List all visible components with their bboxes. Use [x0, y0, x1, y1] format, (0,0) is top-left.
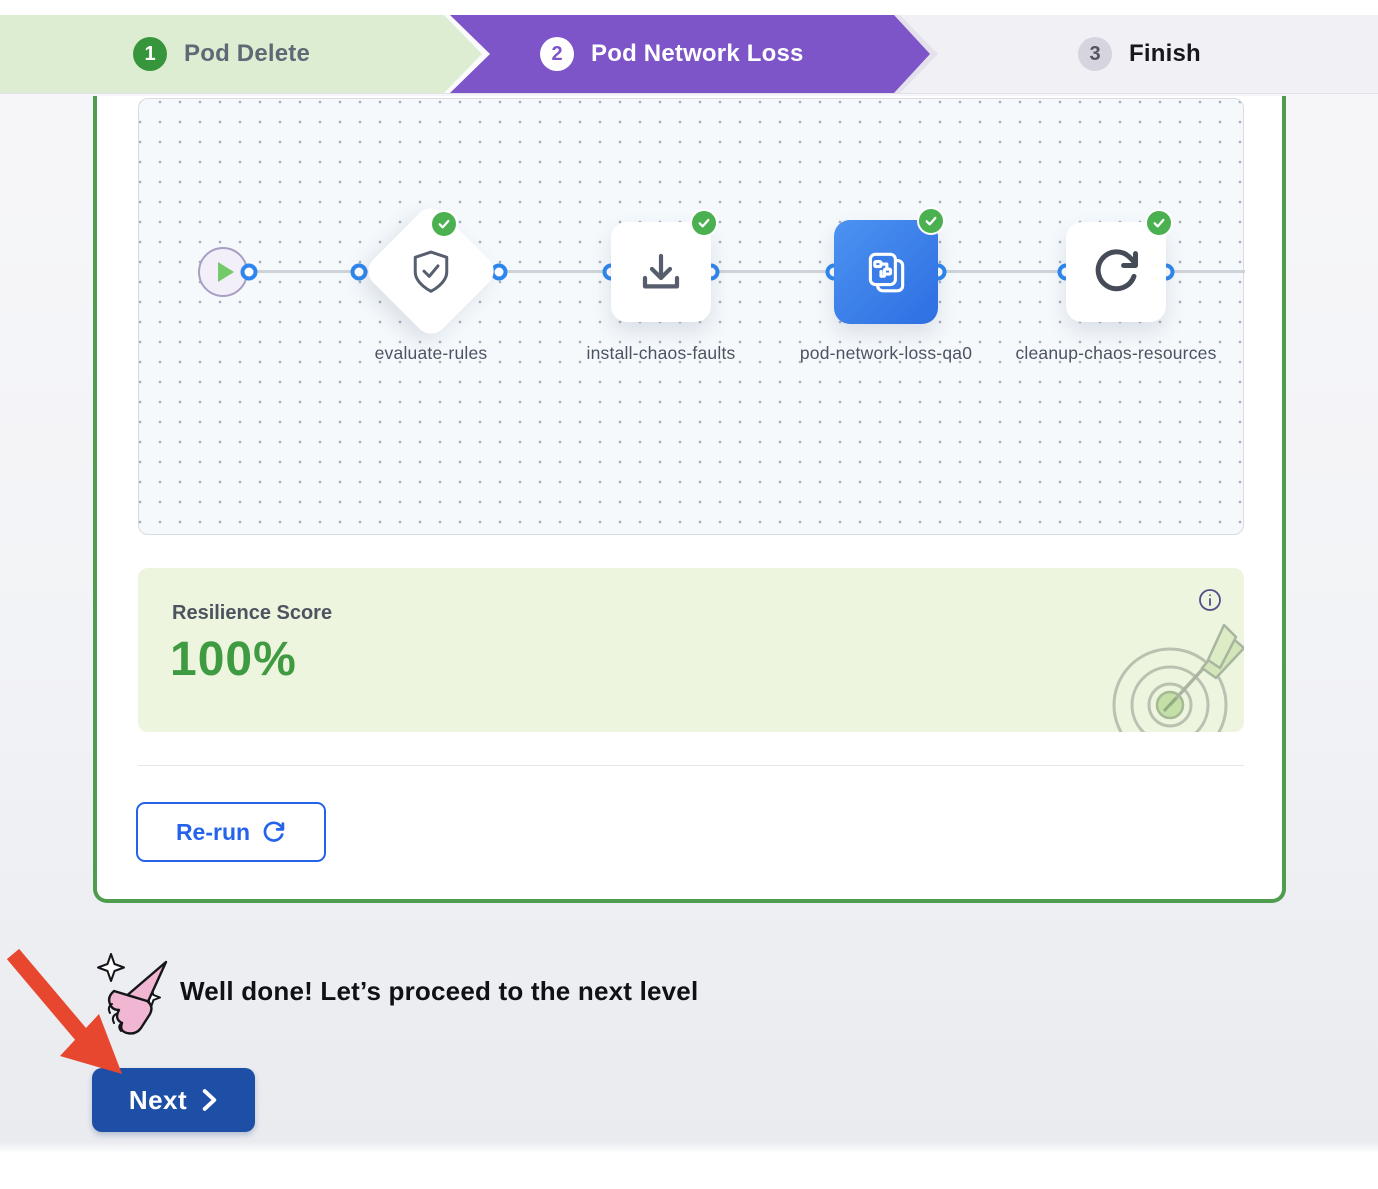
node-pod-network-loss[interactable] [834, 207, 945, 324]
refresh-icon [1095, 249, 1138, 292]
step-pod-network-loss-content[interactable]: 2 Pod Network Loss [540, 15, 804, 93]
info-icon[interactable] [1198, 588, 1222, 612]
pipeline-connector-line [249, 270, 1245, 273]
experiment-result-card: evaluate-rules install-chaos-faults [93, 96, 1286, 903]
chevron-right-icon [202, 1089, 217, 1111]
connector-port [350, 263, 368, 281]
step-number-badge: 1 [133, 37, 167, 71]
step-arrow-fill [430, 15, 930, 93]
step-number-badge: 3 [1078, 37, 1112, 71]
bottom-margin [0, 1184, 1378, 1189]
chaos-experiment-icon [868, 252, 905, 293]
congratulation-message: Well done! Let’s proceed to the next lev… [180, 976, 699, 1006]
step-pod-delete[interactable] [0, 15, 490, 93]
top-margin [0, 0, 1378, 15]
step-pod-delete-content[interactable]: 1 Pod Delete [133, 15, 310, 93]
step-label: Pod Network Loss [591, 40, 804, 67]
play-icon [217, 262, 234, 282]
card-divider [138, 765, 1244, 766]
pipeline-canvas: evaluate-rules install-chaos-faults [138, 98, 1245, 535]
step-arrow-fill [0, 15, 482, 93]
step-number-badge: 2 [540, 37, 574, 71]
node-label: pod-network-loss-qa0 [799, 343, 973, 363]
rerun-refresh-icon [263, 820, 285, 842]
target-dart-illustration [1098, 610, 1244, 732]
wizard-stepper: 1 Pod Delete 2 Pod Network Loss 3 Finish [0, 15, 1378, 93]
next-button[interactable]: Next [92, 1068, 255, 1132]
success-check-badge [1145, 209, 1173, 237]
step-label: Finish [1129, 40, 1201, 67]
node-cleanup-chaos-resources[interactable] [1066, 209, 1173, 322]
resilience-score-title: Resilience Score [172, 602, 333, 624]
step-label: Pod Delete [184, 40, 311, 67]
rerun-button[interactable]: Re-run [136, 802, 326, 862]
rerun-button-label: Re-run [175, 818, 251, 845]
next-button-label: Next [128, 1084, 188, 1115]
node-label: evaluate-rules [374, 343, 488, 363]
pipeline-start-node[interactable] [198, 247, 248, 297]
resilience-score-panel: Resilience Score 100% [138, 568, 1244, 732]
shield-check-icon [409, 248, 453, 296]
sparkle-hand-illustration [94, 946, 180, 1043]
success-check-badge [917, 207, 945, 235]
node-label: install-chaos-faults [586, 343, 736, 363]
download-icon [642, 253, 680, 289]
step-finish-content[interactable]: 3 Finish [1078, 15, 1201, 93]
step-pod-network-loss[interactable] [430, 15, 938, 93]
node-label: cleanup-chaos-resources [1015, 343, 1217, 363]
success-check-badge [430, 210, 458, 238]
success-check-badge [690, 209, 718, 237]
resilience-score-value: 100% [170, 633, 297, 686]
connector-port [240, 263, 258, 281]
node-install-chaos-faults[interactable] [611, 209, 718, 322]
